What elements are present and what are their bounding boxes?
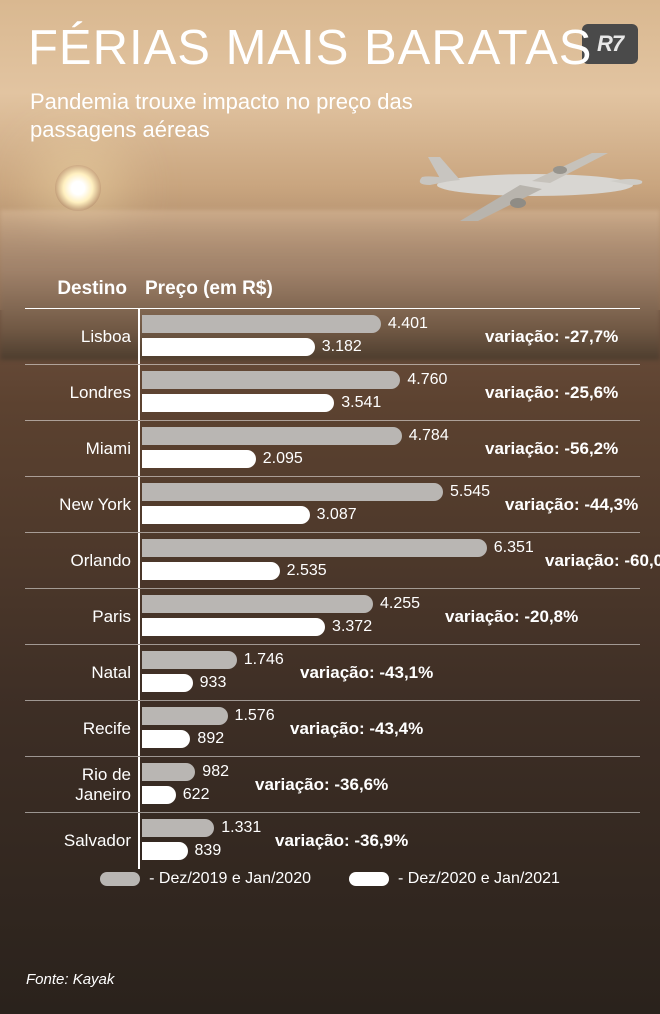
- variation-label: variação: -44,3%: [505, 495, 638, 515]
- bar-before: 1.576: [142, 707, 228, 725]
- bar-after-value: 839: [195, 842, 222, 860]
- price-header: Preço (em R$): [135, 278, 273, 300]
- bar-after-value: 2.095: [263, 450, 303, 468]
- bar-before: 4.760: [142, 371, 400, 389]
- bar-after-value: 892: [197, 730, 224, 748]
- chart-rows: Lisboa 4.401 3.182 variação: -27,7% Londres 4…: [25, 309, 640, 869]
- legend-label-after: - Dez/2020 e Jan/2021: [398, 870, 560, 888]
- bar-before-value: 1.746: [244, 651, 284, 669]
- axis-line: [138, 477, 140, 532]
- bar-before-value: 6.351: [494, 539, 534, 557]
- bar-before: 5.545: [142, 483, 443, 501]
- axis-line: [138, 757, 140, 812]
- bar-before: 1.746: [142, 651, 237, 669]
- dest-label: Miami: [25, 439, 135, 459]
- bar-after: 3.087: [142, 506, 310, 524]
- variation-label: variação: -20,8%: [445, 607, 578, 627]
- bar-after-value: 3.372: [332, 618, 372, 636]
- chart-row: Salvador 1.331 839 variação: -36,9%: [25, 813, 640, 869]
- dest-label: New York: [25, 495, 135, 515]
- bar-after-value: 3.182: [322, 338, 362, 356]
- page-title: FÉRIAS MAIS BARATAS: [28, 20, 592, 76]
- axis-line: [138, 813, 140, 869]
- bar-before: 4.255: [142, 595, 373, 613]
- variation-label: variação: -36,6%: [255, 775, 388, 795]
- bar-before-value: 4.760: [407, 371, 447, 389]
- bar-before-value: 982: [202, 763, 229, 781]
- variation-label: variação: -56,2%: [485, 439, 618, 459]
- page-subtitle: Pandemia trouxe impacto no preço das pas…: [30, 88, 430, 143]
- bar-before: 1.331: [142, 819, 214, 837]
- dest-label: Rio de Janeiro: [25, 765, 135, 805]
- bar-before-value: 4.401: [388, 315, 428, 333]
- dest-label: Natal: [25, 663, 135, 683]
- legend-after: - Dez/2020 e Jan/2021: [349, 870, 560, 888]
- axis-line: [138, 645, 140, 700]
- bar-after-value: 3.087: [317, 506, 357, 524]
- bar-after-value: 3.541: [341, 394, 381, 412]
- axis-line: [138, 309, 140, 364]
- bar-before-value: 5.545: [450, 483, 490, 501]
- variation-label: variação: -60,0%: [545, 551, 660, 571]
- chart-row: Rio de Janeiro 982 622 variação: -36,6%: [25, 757, 640, 813]
- bar-before: 982: [142, 763, 195, 781]
- sun-graphic: [55, 165, 101, 211]
- bar-before: 6.351: [142, 539, 487, 557]
- bar-after: 3.372: [142, 618, 325, 636]
- axis-line: [138, 421, 140, 476]
- bar-before-value: 1.331: [221, 819, 261, 837]
- legend-swatch-before: [100, 872, 140, 886]
- chart-row: Paris 4.255 3.372 variação: -20,8%: [25, 589, 640, 645]
- chart-row: Natal 1.746 933 variação: -43,1%: [25, 645, 640, 701]
- dest-label: Lisboa: [25, 327, 135, 347]
- bar-before: 4.784: [142, 427, 402, 445]
- variation-label: variação: -43,1%: [300, 663, 433, 683]
- dest-label: Londres: [25, 383, 135, 403]
- dest-label: Salvador: [25, 831, 135, 851]
- dest-label: Recife: [25, 719, 135, 739]
- bar-after: 3.541: [142, 394, 334, 412]
- bar-after-value: 622: [183, 786, 210, 804]
- dest-label: Paris: [25, 607, 135, 627]
- airplane-graphic: [410, 135, 655, 225]
- axis-line: [138, 365, 140, 420]
- chart-row: Londres 4.760 3.541 variação: -25,6%: [25, 365, 640, 421]
- bar-after: 839: [142, 842, 188, 860]
- bar-after: 892: [142, 730, 190, 748]
- legend-label-before: - Dez/2019 e Jan/2020: [149, 870, 311, 888]
- source-credit: Fonte: Kayak: [26, 971, 114, 988]
- variation-label: variação: -27,7%: [485, 327, 618, 347]
- chart-row: Miami 4.784 2.095 variação: -56,2%: [25, 421, 640, 477]
- bar-after: 622: [142, 786, 176, 804]
- chart-legend: - Dez/2019 e Jan/2020 - Dez/2020 e Jan/2…: [0, 870, 660, 888]
- legend-before: - Dez/2019 e Jan/2020: [100, 870, 311, 888]
- legend-swatch-after: [349, 872, 389, 886]
- bar-after: 933: [142, 674, 193, 692]
- bar-before-value: 4.784: [409, 427, 449, 445]
- dest-label: Orlando: [25, 551, 135, 571]
- bar-before-value: 1.576: [235, 707, 275, 725]
- dest-header: Destino: [25, 278, 135, 300]
- bar-before: 4.401: [142, 315, 381, 333]
- bar-after-value: 933: [200, 674, 227, 692]
- axis-line: [138, 701, 140, 756]
- bar-after: 2.095: [142, 450, 256, 468]
- bar-after: 3.182: [142, 338, 315, 356]
- axis-line: [138, 533, 140, 588]
- axis-line: [138, 589, 140, 644]
- chart-headers: Destino Preço (em R$): [25, 278, 640, 309]
- chart-row: Orlando6.3512.535variação: -60,0%: [25, 533, 640, 589]
- bar-after-value: 2.535: [287, 562, 327, 580]
- price-chart: Destino Preço (em R$) Lisboa 4.401 3.182 va…: [25, 278, 640, 869]
- variation-label: variação: -36,9%: [275, 831, 408, 851]
- chart-row: Lisboa 4.401 3.182 variação: -27,7%: [25, 309, 640, 365]
- variation-label: variação: -25,6%: [485, 383, 618, 403]
- bar-after: 2.535: [142, 562, 280, 580]
- variation-label: variação: -43,4%: [290, 719, 423, 739]
- bars-group: 982 622: [142, 763, 640, 806]
- chart-row: New York 5.545 3.087 variação: -44,3%: [25, 477, 640, 533]
- chart-row: Recife 1.576 892 variação: -43,4%: [25, 701, 640, 757]
- bar-before-value: 4.255: [380, 595, 420, 613]
